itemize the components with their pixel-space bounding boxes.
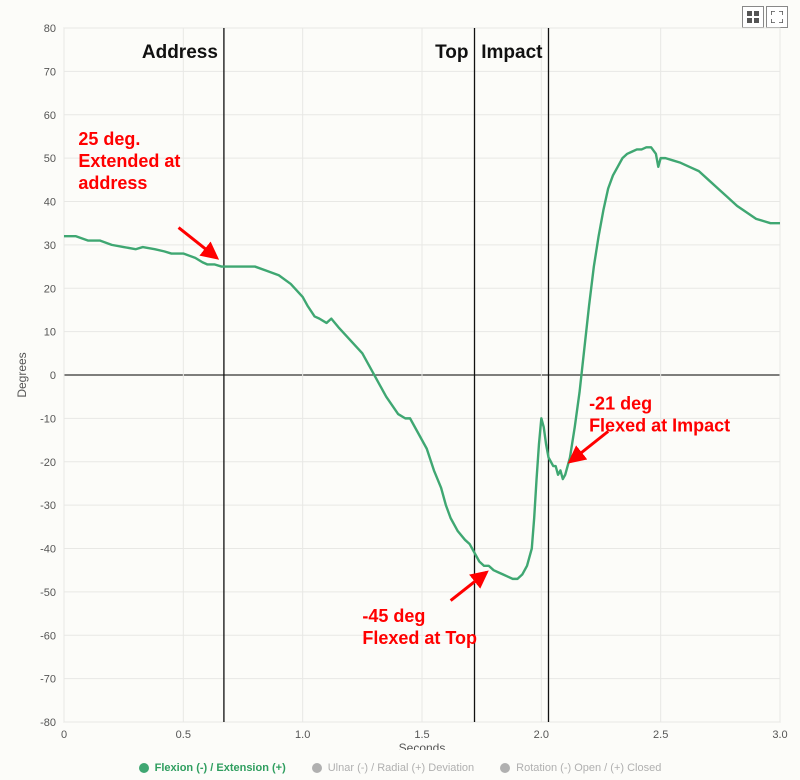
legend-label: Flexion (-) / Extension (+) xyxy=(155,762,286,774)
svg-text:Flexed at Impact: Flexed at Impact xyxy=(589,416,730,436)
svg-text:Flexed at Top: Flexed at Top xyxy=(362,628,477,648)
svg-text:50: 50 xyxy=(44,153,56,165)
svg-text:-50: -50 xyxy=(40,587,56,599)
svg-text:0.5: 0.5 xyxy=(176,729,191,741)
legend-dot-icon xyxy=(312,763,322,773)
svg-text:Top: Top xyxy=(435,42,468,63)
svg-text:1.5: 1.5 xyxy=(414,729,429,741)
legend-label: Ulnar (-) / Radial (+) Deviation xyxy=(328,762,474,774)
legend: Flexion (-) / Extension (+) Ulnar (-) / … xyxy=(0,762,800,774)
svg-text:2.0: 2.0 xyxy=(534,729,549,741)
svg-text:Impact: Impact xyxy=(481,42,543,63)
svg-text:3.0: 3.0 xyxy=(772,729,787,741)
svg-text:-45 deg: -45 deg xyxy=(362,606,425,626)
svg-text:80: 80 xyxy=(44,23,56,35)
svg-text:-40: -40 xyxy=(40,544,56,556)
legend-item-ulnar[interactable]: Ulnar (-) / Radial (+) Deviation xyxy=(312,762,474,774)
svg-text:-60: -60 xyxy=(40,630,56,642)
legend-dot-icon xyxy=(500,763,510,773)
svg-text:Extended at: Extended at xyxy=(78,151,180,171)
svg-text:25 deg.: 25 deg. xyxy=(78,129,140,149)
svg-text:address: address xyxy=(78,173,147,193)
legend-dot-icon xyxy=(139,763,149,773)
legend-label: Rotation (-) Open / (+) Closed xyxy=(516,762,661,774)
svg-text:-20: -20 xyxy=(40,457,56,469)
svg-text:Degrees: Degrees xyxy=(15,352,29,397)
svg-text:0: 0 xyxy=(61,729,67,741)
line-chart: -80 -70 -60 -50 -40 -30 -20 -10 0 10 20 30 40 50 60 70 8… xyxy=(10,10,790,750)
svg-text:30: 30 xyxy=(44,240,56,252)
svg-text:60: 60 xyxy=(44,110,56,122)
svg-text:-70: -70 xyxy=(40,674,56,686)
legend-item-rotation[interactable]: Rotation (-) Open / (+) Closed xyxy=(500,762,661,774)
svg-text:-10: -10 xyxy=(40,413,56,425)
svg-text:-30: -30 xyxy=(40,500,56,512)
svg-text:Address: Address xyxy=(142,42,218,63)
svg-text:-21 deg: -21 deg xyxy=(589,394,652,414)
svg-text:20: 20 xyxy=(44,283,56,295)
svg-text:40: 40 xyxy=(44,197,56,209)
svg-text:2.5: 2.5 xyxy=(653,729,668,741)
chart-container: -80 -70 -60 -50 -40 -30 -20 -10 0 10 20 30 40 50 60 70 8… xyxy=(10,10,790,750)
svg-text:0: 0 xyxy=(50,370,56,382)
svg-text:1.0: 1.0 xyxy=(295,729,310,741)
svg-text:-80: -80 xyxy=(40,717,56,729)
svg-text:Seconds: Seconds xyxy=(399,741,446,750)
svg-text:70: 70 xyxy=(44,66,56,78)
svg-text:10: 10 xyxy=(44,327,56,339)
legend-item-flexion[interactable]: Flexion (-) / Extension (+) xyxy=(139,762,286,774)
